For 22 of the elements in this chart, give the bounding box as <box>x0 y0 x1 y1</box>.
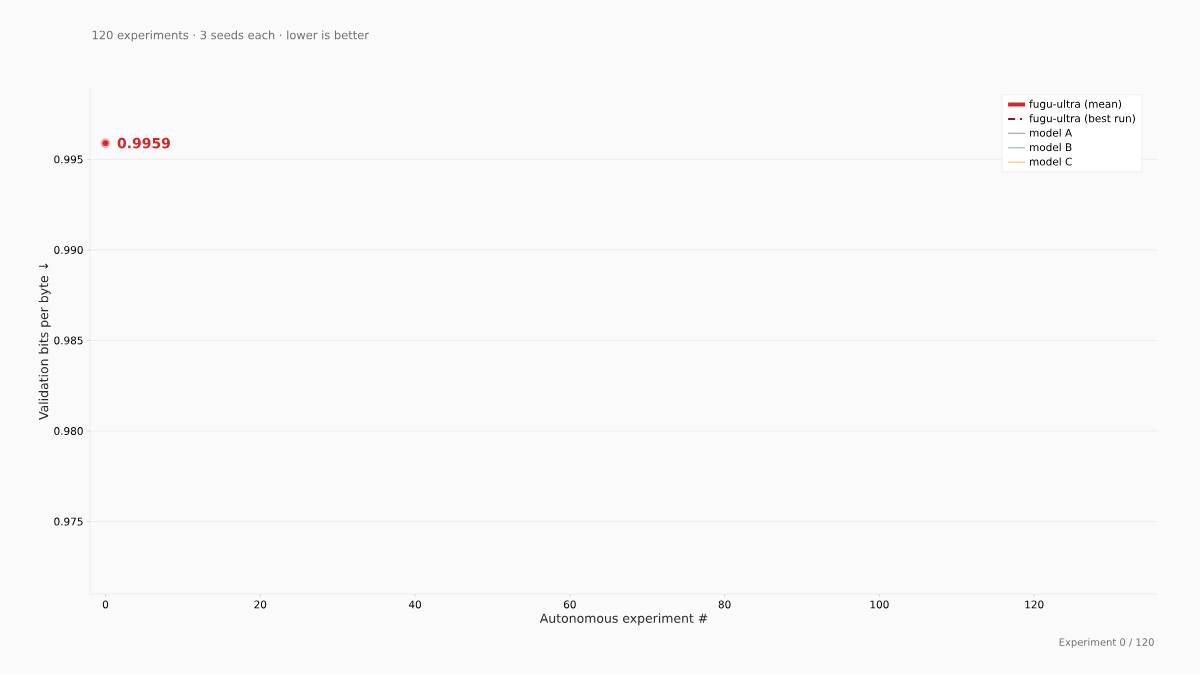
legend-label: fugu-ultra (best run) <box>1029 114 1135 125</box>
y-tick-label: 0.990 <box>54 245 83 254</box>
x-tick-label: 40 <box>408 600 421 609</box>
legend-label: fugu-ultra (mean) <box>1029 99 1122 110</box>
chart-title: 120 experiments · 3 seeds each · lower is better <box>92 30 369 42</box>
y-tick-label: 0.995 <box>54 155 83 164</box>
x-tick-label: 80 <box>718 600 731 609</box>
x-tick-label: 120 <box>1025 600 1044 609</box>
annotation: 0.9959 <box>117 137 170 149</box>
x-tick-label: 60 <box>563 600 576 609</box>
x-tick-label: 20 <box>254 600 267 609</box>
y-tick-label: 0.975 <box>54 517 83 526</box>
x-axis-title: Autonomous experiment # <box>539 613 708 626</box>
legend-label: model C <box>1030 157 1072 166</box>
y-tick-label: 0.985 <box>54 336 83 345</box>
x-tick-label: 0 <box>102 600 109 609</box>
legend-label: model B <box>1030 143 1072 152</box>
y-axis-title: Validation bits per byte ↓ <box>38 263 51 420</box>
text: Experiment 0 / 120 <box>1059 638 1154 648</box>
y-tick-label: 0.980 <box>54 427 83 435</box>
x-tick-label: 100 <box>870 600 889 609</box>
legend-label: model A <box>1030 128 1073 137</box>
